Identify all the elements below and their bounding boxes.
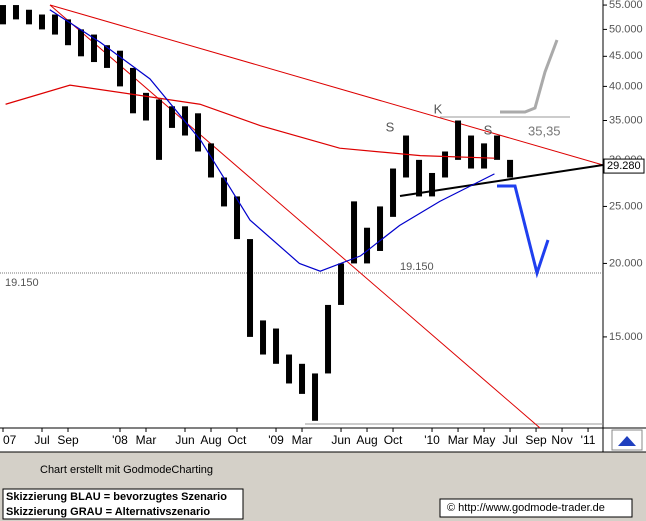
copyright-box: [439, 498, 633, 518]
moving-average: [5, 84, 495, 159]
x-tick-label: May: [473, 433, 496, 447]
price-bar: [130, 67, 137, 114]
x-tick-label: Jul: [502, 433, 517, 447]
y-tick-label: 15.000: [609, 331, 643, 343]
moving-average: [49, 9, 495, 272]
price-bar: [64, 19, 71, 46]
price-bar: [156, 99, 163, 160]
price-bar: [468, 135, 475, 169]
price-bar: [351, 201, 358, 264]
last-value-label: 29.280: [607, 160, 641, 172]
x-tick-label: Aug: [356, 433, 377, 447]
price-bar: [416, 159, 423, 197]
price-bar: [221, 177, 228, 207]
price-bar: [117, 50, 124, 87]
annotation: S: [484, 122, 493, 137]
x-tick-label: Sep: [525, 433, 547, 447]
x-tick-label: Jul: [34, 433, 49, 447]
y-tick-label: 20.000: [609, 257, 643, 269]
x-tick-label: Mar: [292, 433, 313, 447]
annotation: 19.150: [400, 261, 434, 273]
price-bar: [429, 172, 436, 197]
x-axis-strip: [0, 428, 646, 452]
x-tick-label: Oct: [228, 433, 247, 447]
annotation: S: [386, 119, 395, 134]
x-tick-label: Oct: [384, 433, 403, 447]
price-bar: [25, 9, 32, 25]
price-bar: [38, 14, 45, 30]
price-bar: [273, 328, 280, 364]
price-bar: [403, 135, 410, 178]
y-tick-label: 40.000: [609, 80, 643, 92]
price-bar: [364, 227, 371, 264]
x-tick-label: Sep: [57, 433, 79, 447]
price-bar: [234, 196, 241, 240]
price-bar: [286, 354, 293, 384]
y-tick-label: 55.000: [609, 0, 643, 11]
price-bar: [377, 206, 384, 251]
x-tick-label: Aug: [200, 433, 221, 447]
x-tick-label: Nov: [551, 433, 572, 447]
price-bar: [312, 373, 319, 421]
x-tick-label: '09: [268, 433, 284, 447]
footer-note: Chart erstellt mit GodmodeCharting: [40, 464, 213, 476]
y-tick-label: 50.000: [609, 23, 643, 35]
x-tick-label: 07: [3, 433, 17, 447]
x-tick-label: Jun: [175, 433, 194, 447]
price-bar: [507, 159, 514, 178]
price-bar: [77, 29, 84, 57]
footer-legend: Skizzierung BLAU = bevorzugtes Szenario: [6, 491, 227, 503]
price-bar: [455, 120, 462, 160]
price-bar: [338, 263, 345, 305]
price-bar: [325, 304, 332, 374]
annotation: 19.150: [5, 277, 39, 289]
last-value-box: [603, 158, 645, 174]
copyright: © http://www.godmode-trader.de: [447, 502, 605, 514]
y-tick-label: 45.000: [609, 50, 643, 62]
trend-line: [49, 4, 604, 166]
price-bar: [104, 45, 111, 68]
y-tick-label: 25.000: [609, 200, 643, 212]
x-tick-label: Mar: [448, 433, 469, 447]
x-tick-label: Jun: [331, 433, 350, 447]
y-tick-label: 35.000: [609, 114, 643, 126]
price-bar: [247, 239, 254, 337]
x-tick-label: '10: [424, 433, 440, 447]
price-bar: [51, 14, 58, 35]
price-bar: [390, 168, 397, 217]
x-tick-label: Mar: [136, 433, 157, 447]
price-bar: [195, 113, 202, 152]
price-bar: [143, 92, 150, 121]
price-bar: [494, 135, 501, 160]
price-bar: [169, 106, 176, 128]
x-tick-label: '11: [581, 433, 596, 447]
price-bar: [260, 320, 267, 355]
price-bar: [208, 143, 215, 178]
price-bar: [90, 34, 97, 63]
footer-legend: Skizzierung GRAU = Alternativszenario: [6, 506, 210, 518]
price-bar: [299, 363, 306, 394]
blue-scenario: [497, 184, 550, 279]
annotation: K: [434, 101, 443, 116]
price-bar: [481, 143, 488, 169]
icon: [618, 436, 636, 446]
gray-scenario: [500, 39, 559, 114]
price-bar: [0, 5, 6, 25]
x-tick-label: '08: [112, 433, 128, 447]
annotation: 35,35: [528, 123, 561, 138]
price-bar: [12, 5, 19, 20]
legend-box: [2, 488, 244, 520]
price-bar: [442, 151, 449, 178]
